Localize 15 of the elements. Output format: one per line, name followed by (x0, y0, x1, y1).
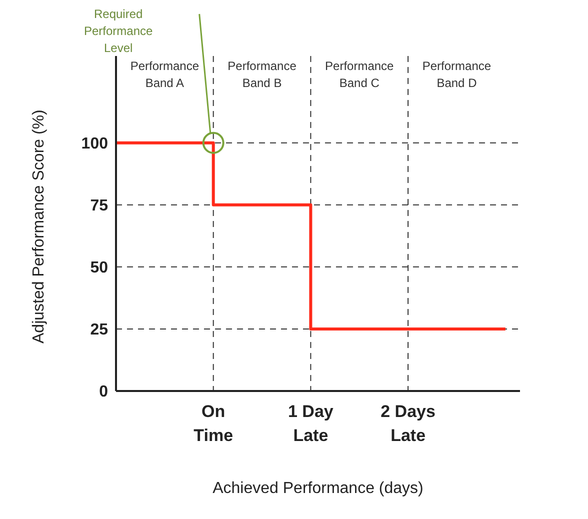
x-tick-label: 1 Day Late (288, 402, 334, 445)
x-tick-label: On Time (194, 402, 234, 445)
y-tick-label: 50 (90, 260, 108, 277)
y-tick-label: 25 (90, 322, 108, 339)
y-axis-title: Adjusted Performance Score (%) (30, 110, 48, 344)
annotation: Performance Band B (228, 59, 297, 90)
text: Required Performance Level (84, 7, 154, 55)
annotation: Performance Band D (422, 59, 492, 90)
x-axis-title: Achieved Performance (days) (212, 480, 424, 497)
y-tick-label: 75 (90, 198, 108, 215)
y-tick-label: 0 (99, 384, 108, 401)
y-tick-label: 100 (81, 136, 108, 153)
annotation: Performance Band C (325, 59, 394, 90)
annotation: Performance Band A (130, 59, 200, 90)
x-tick-label: 2 Days Late (380, 402, 436, 445)
